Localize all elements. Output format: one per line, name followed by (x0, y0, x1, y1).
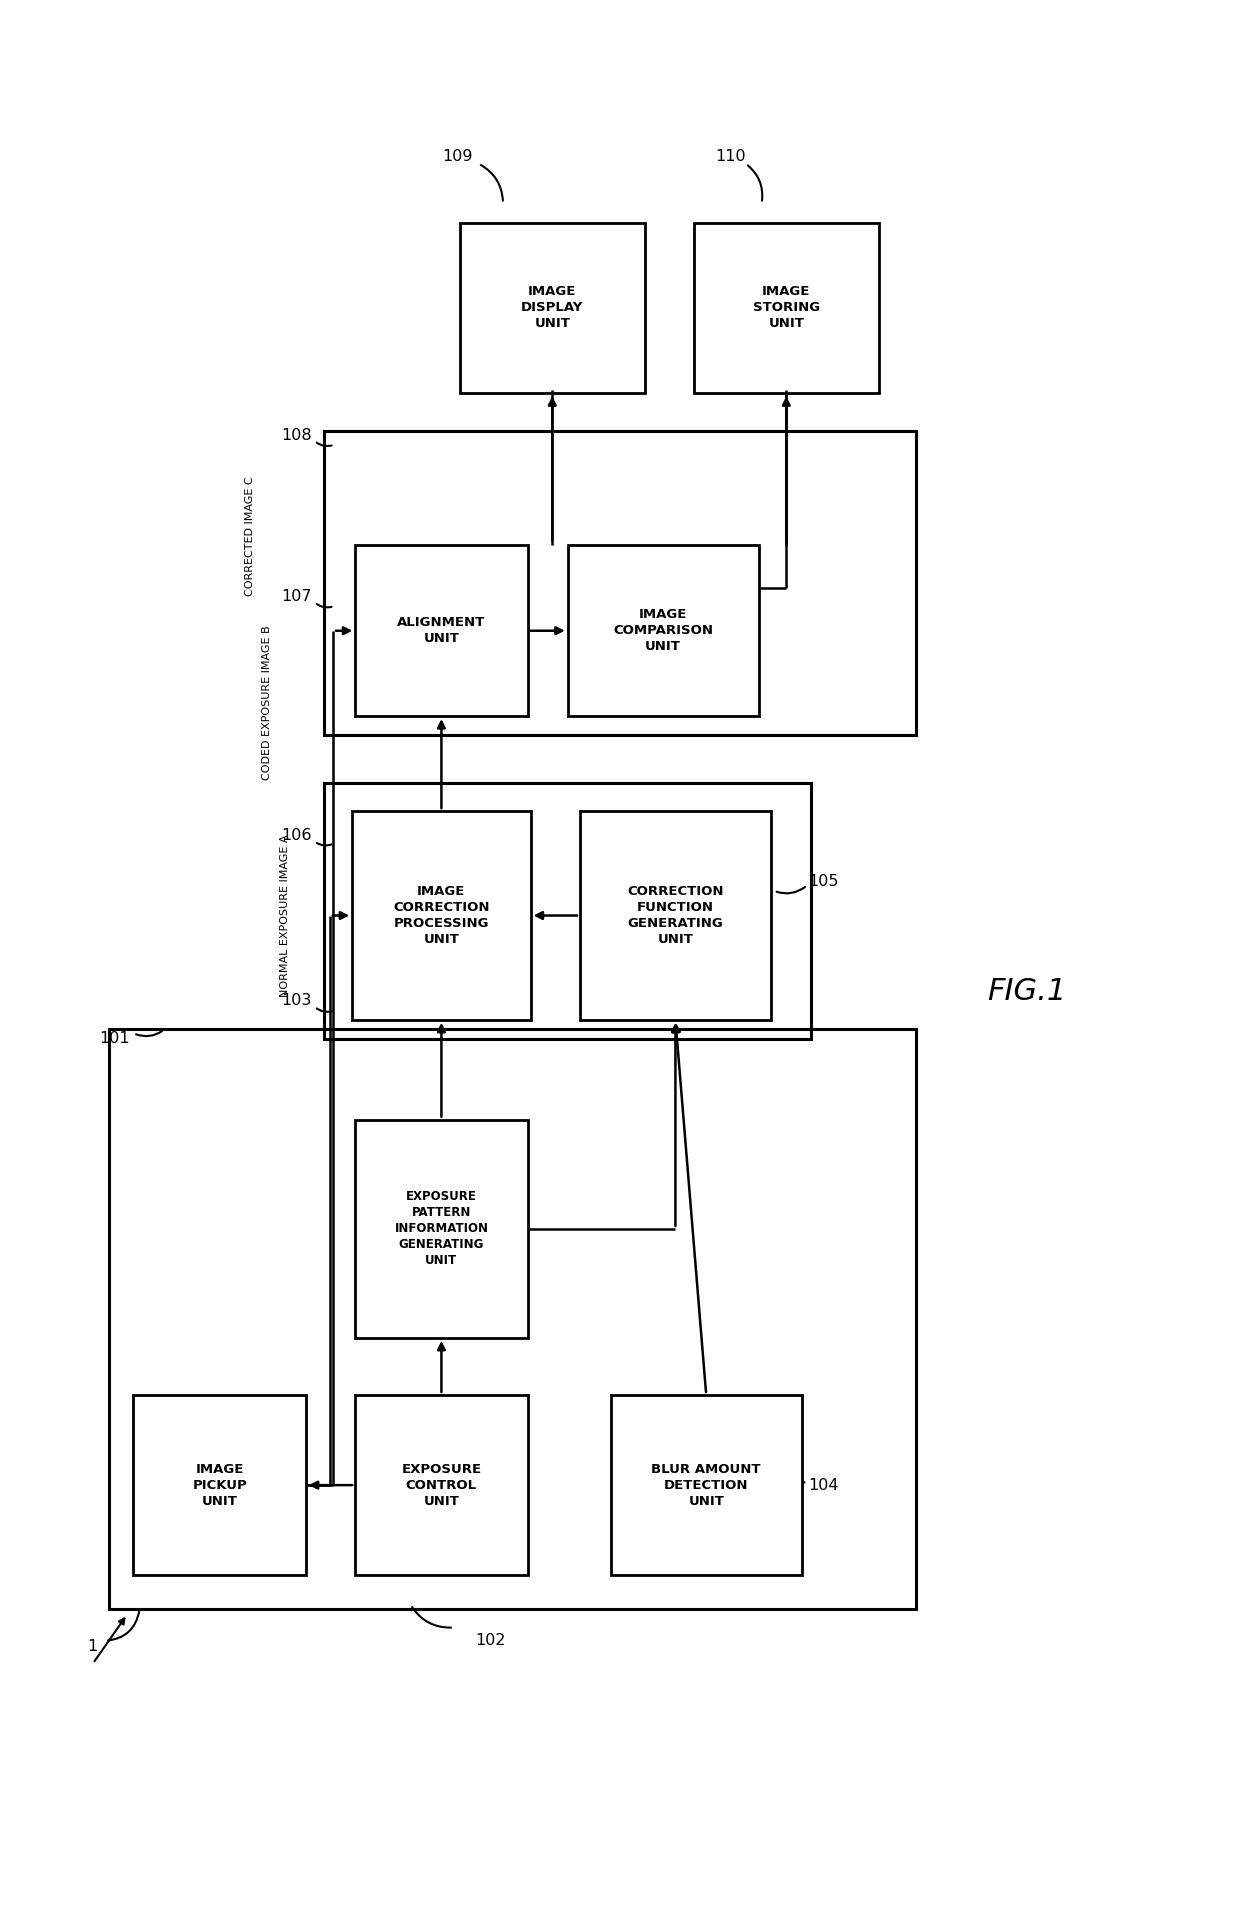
Text: CORRECTION
FUNCTION
GENERATING
UNIT: CORRECTION FUNCTION GENERATING UNIT (627, 885, 724, 946)
Text: IMAGE
PICKUP
UNIT: IMAGE PICKUP UNIT (192, 1463, 247, 1508)
Text: CORRECTED IMAGE C: CORRECTED IMAGE C (246, 477, 255, 595)
Text: 104: 104 (808, 1478, 838, 1493)
Bar (325, 431, 915, 736)
Text: BLUR AMOUNT
DETECTION
UNIT: BLUR AMOUNT DETECTION UNIT (651, 1463, 761, 1508)
Bar (134, 1394, 306, 1575)
Text: 107: 107 (280, 589, 311, 605)
Text: 1: 1 (88, 1638, 98, 1653)
Text: 102: 102 (475, 1632, 506, 1648)
Text: ALIGNMENT
UNIT: ALIGNMENT UNIT (397, 616, 486, 645)
Bar (355, 1119, 528, 1339)
Bar (580, 810, 771, 1020)
Text: FIG.1: FIG.1 (987, 976, 1066, 1007)
Bar (611, 1394, 802, 1575)
Text: 103: 103 (281, 994, 311, 1009)
Text: 101: 101 (99, 1032, 130, 1047)
Bar (694, 223, 879, 393)
Text: 109: 109 (443, 149, 472, 164)
Text: CODED EXPOSURE IMAGE B: CODED EXPOSURE IMAGE B (262, 625, 272, 780)
Text: 106: 106 (280, 828, 311, 843)
Text: EXPOSURE
CONTROL
UNIT: EXPOSURE CONTROL UNIT (402, 1463, 481, 1508)
Text: IMAGE
STORING
UNIT: IMAGE STORING UNIT (753, 286, 820, 330)
Text: 108: 108 (280, 427, 311, 442)
Text: IMAGE
DISPLAY
UNIT: IMAGE DISPLAY UNIT (521, 286, 584, 330)
Bar (109, 1030, 915, 1608)
Bar (355, 1394, 528, 1575)
Text: 110: 110 (715, 149, 746, 164)
Bar (352, 810, 531, 1020)
Text: 105: 105 (808, 873, 838, 889)
Bar (568, 545, 759, 717)
Bar (325, 782, 811, 1039)
Text: IMAGE
COMPARISON
UNIT: IMAGE COMPARISON UNIT (613, 608, 713, 654)
Text: EXPOSURE
PATTERN
INFORMATION
GENERATING
UNIT: EXPOSURE PATTERN INFORMATION GENERATING … (394, 1190, 489, 1268)
Text: NORMAL EXPOSURE IMAGE A: NORMAL EXPOSURE IMAGE A (280, 833, 290, 997)
Bar (355, 545, 528, 717)
Bar (460, 223, 645, 393)
Text: IMAGE
CORRECTION
PROCESSING
UNIT: IMAGE CORRECTION PROCESSING UNIT (393, 885, 490, 946)
